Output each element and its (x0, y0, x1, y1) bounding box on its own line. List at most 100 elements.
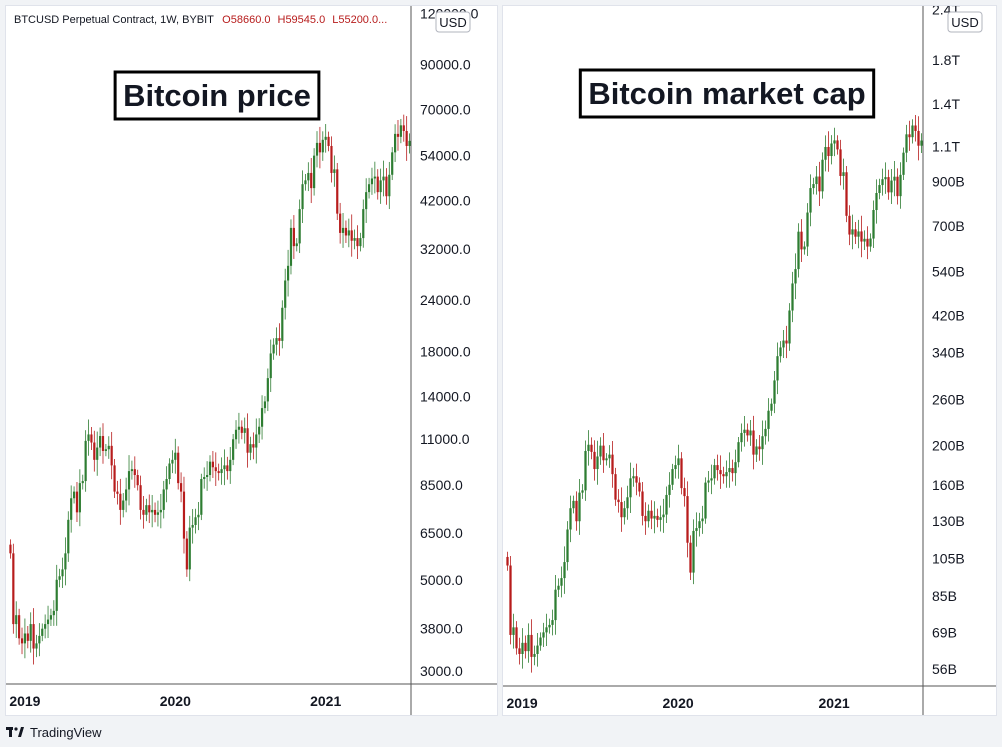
left-candle[interactable]: O 8300.0 H 9456.0 L 7724.2 C 8800.0 (165, 466, 168, 503)
right-candle[interactable]: O 1.12T H 1.22T L 1.04T C 1.14T (833, 127, 836, 157)
right-candle[interactable]: O 174.0B H 189.2B L 156.4B C 170.0B (719, 455, 722, 489)
left-candle[interactable]: O 9200.0 H 9756.5 L 8769.5 C 9300.0 (130, 460, 134, 480)
right-candle[interactable]: O 888.0B H 984.3B L 836.3B C 927.0B (815, 166, 818, 195)
left-candle[interactable]: O 3650.0 H 3914.0 L 3543.7 C 3800.0 (41, 623, 44, 642)
left-candle[interactable]: O 35000.0 H 39141.8 L 32190.6 C 36000.0 (341, 212, 345, 248)
left-candle[interactable]: O 48000.0 H 50050.9 L 42197.0 C 44000.0 (376, 169, 379, 200)
right-candle[interactable]: O 130.0B H 165.4B L 120.3B C 153.0B (578, 478, 581, 535)
left-candle[interactable]: O 49000.0 H 54045.5 L 45332.2 C 50000.0 (333, 155, 336, 187)
left-candle[interactable]: O 60000.0 H 61800.0 L 55339.8 C 57000.0 (327, 131, 330, 152)
right-candle[interactable]: O 883.0B H 969.4B L 831.6B C 913.0B (881, 168, 884, 196)
right-candle[interactable]: O 829.0B H 1.01T L 771.5B C 936.0B (899, 162, 902, 209)
right-candle[interactable]: O 755.0B H 938.2B L 698.5B C 868.0B (809, 174, 812, 227)
left-candle[interactable]: O 7800.0 H 8865.9 L 7302.1 C 8300.0 (125, 477, 128, 513)
right-candle[interactable]: O 244.0B H 261.6B L 236.9B C 254.0B (770, 398, 773, 416)
left-candle[interactable]: O 48500.0 H 56650.0 L 47087.4 C 55000.0 (391, 147, 394, 181)
left-candle[interactable]: O 11800.0 H 12229.1 L 11000.0 C 11400.0 (240, 420, 243, 440)
right-candle[interactable]: O 194.0B H 218.5B L 178.4B C 201.0B (587, 430, 590, 466)
left-candle[interactable]: O 5300.0 H 7156.8 L 4961.7 C 6700.0 (188, 515, 191, 582)
left-candle[interactable]: O 10400.0 H 11187.8 L 9853.6 C 10600.0 (107, 436, 110, 459)
left-candle[interactable]: O 32500.0 H 33990.0 L 31553.4 C 33000.0 (295, 238, 298, 252)
left-candle[interactable]: O 3800.0 H 4116.3 L 3600.3 C 3900.0 (44, 614, 47, 639)
right-candle[interactable]: O 547.0B H 710.2B L 521.4B C 677.0B (797, 223, 800, 278)
left-candle[interactable]: O 9000.0 H 10052.7 L 8684.2 C 9700.0 (208, 455, 212, 482)
right-candle[interactable]: O 950.0B H 984.5B L 715.0B C 741.0B (845, 165, 848, 223)
right-candle[interactable]: O 166.0B H 176.2B L 158.2B C 168.0B (632, 467, 635, 487)
right-candle[interactable]: O 125.0B H 136.4B L 119.2B C 130.0B (698, 512, 701, 537)
right-candle[interactable]: O 766.0B H 912.3B L 708.7B C 844.0B (875, 179, 878, 224)
left-candle[interactable]: O 9800.0 H 11330.0 L 9514.6 C 11000.0 (232, 433, 235, 466)
left-candle[interactable]: O 13100.0 H 14008.0 L 12718.4 C 13600.0 (263, 396, 267, 414)
left-candle[interactable]: O 3550.0 H 4165.9 L 3323.4 C 3900.0 (29, 612, 32, 653)
left-candle[interactable]: O 9200.0 H 10530.5 L 8561.8 C 9800.0 (229, 447, 232, 484)
right-candle[interactable]: O 162.0B H 166.9B L 149.5B C 154.0B (638, 477, 641, 497)
left-candle[interactable]: O 3900.0 H 4323.6 L 3608.1 C 4000.0 (46, 605, 50, 638)
left-candle[interactable]: O 3900.0 H 4431.7 L 3608.1 C 4100.0 (15, 601, 18, 638)
right-candle[interactable]: O 162.0B H 173.1B L 153.5B C 164.0B (707, 470, 710, 493)
left-candle[interactable]: O 7600.0 H 8069.8 L 6875.0 C 7300.0 (148, 494, 151, 524)
right-candle[interactable]: O 106.1B H 109.2B L 98.1B C 101.0B (506, 551, 509, 571)
left-candle[interactable]: O 8800.0 H 9393.5 L 8337.6 C 8900.0 (203, 467, 206, 489)
left-candle[interactable]: O 3900.0 H 4265.2 L 3108.9 C 3400.0 (32, 608, 35, 665)
right-candle[interactable]: O 358.0B H 450.5B L 343.3B C 432.0B (788, 303, 791, 351)
right-candle[interactable]: O 1.04T H 1.17T L 993.2B C 1.12T (830, 135, 833, 165)
right-candle[interactable]: O 134.0B H 144.8B L 120.3B C 130.0B (644, 502, 647, 535)
right-candle[interactable]: O 140.0B H 159.2B L 131.1B C 149.0B (626, 485, 629, 520)
left-candle[interactable]: O 5100.0 H 5661.4 L 4774.5 C 5300.0 (61, 557, 64, 589)
left-candle[interactable]: O 10700.0 H 11429.5 L 9829.8 C 10500.0 (252, 432, 255, 460)
right-candle[interactable]: O 145.0B H 157.7B L 122.3B C 133.0B (620, 487, 623, 532)
left-candle[interactable]: O 10200.0 H 11157.2 L 9782.0 C 10700.0 (249, 436, 252, 461)
right-candle[interactable]: O 176.0B H 184.6B L 163.0B C 171.0B (731, 459, 734, 482)
left-candle[interactable]: O 47000.0 H 52494.5 L 42975.9 C 48000.0 (382, 160, 385, 197)
right-candle[interactable]: O 1.24T H 1.32T L 1.13T C 1.20T (914, 114, 917, 142)
right-candle[interactable]: O 149.0B H 181.5B L 136.2B C 166.0B (629, 462, 632, 513)
left-candle[interactable]: O 10500.0 H 12358.1 L 9601.0 C 11300.0 (255, 418, 258, 464)
right-candle[interactable]: O 651.0B H 808.5B L 616.8B C 766.0B (872, 200, 875, 249)
footer-brand[interactable]: TradingView (30, 724, 102, 740)
left-candle[interactable]: O 7400.0 H 7998.7 L 6661.1 C 7200.0 (142, 496, 145, 529)
right-candle[interactable]: O 170.0B H 176.2B L 141.8B C 147.0B (614, 467, 617, 506)
right-candle[interactable]: O 131.0B H 142.1B L 122.6B C 133.0B (659, 505, 662, 532)
right-candle[interactable]: O 71.0B H 73.6B L 60.8B C 63.0B (515, 621, 518, 655)
left-candle[interactable]: O 10900.0 H 12286.2 L 10025.1 C 11300.0 (87, 419, 90, 456)
right-candle[interactable]: O 60.0B H 64.0B L 57.2B C 61.0B (533, 645, 536, 666)
right-candle[interactable]: O 666.0B H 745.9B L 612.5B C 686.0B (851, 214, 854, 250)
left-candle[interactable]: O 9200.0 H 9593.1 L 8727.1 C 9100.0 (217, 463, 220, 481)
right-candle[interactable]: O 61.0B H 70.7B L 56.1B C 65.0B (521, 628, 524, 669)
left-candle[interactable]: O 9100.0 H 9934.1 L 8519.1 C 9300.0 (220, 457, 223, 485)
right-candle[interactable]: O 71.0B H 74.6B L 68.5B C 72.0B (548, 618, 551, 634)
right-candle[interactable]: O 124.0B H 150.4B L 115.4B C 140.0B (569, 495, 572, 543)
left-candle[interactable]: O 7200.0 H 9064.0 L 6990.3 C 8800.0 (200, 473, 203, 521)
right-candle[interactable]: O 138.0B H 146.5B L 124.3B C 132.0B (650, 500, 653, 530)
right-candle[interactable]: O 1.10T H 1.19T L 1.06T C 1.14T (920, 133, 923, 154)
right-candle[interactable]: O 168.0B H 183.7B L 157.3B C 172.0B (725, 460, 728, 488)
right-candle[interactable]: O 130.0B H 143.0B L 125.4B C 138.0B (647, 504, 650, 528)
right-candle[interactable]: O 432.0B H 538.4B L 404.4B C 504.0B (791, 271, 794, 323)
right-candle[interactable]: O 658.0B H 724.2B L 616.0B C 678.0B (857, 219, 860, 249)
left-candle[interactable]: O 11700.0 H 12721.1 L 9381.3 C 10200.0 (246, 413, 249, 468)
left-candle[interactable]: O 5000.0 H 5317.9 L 4795.1 C 5100.0 (58, 568, 61, 588)
left-candle[interactable]: O 40000.0 H 49721.8 L 37005.9 C 46000.0 (301, 170, 304, 223)
left-candle[interactable]: O 46000.0 H 50436.4 L 43321.9 C 47500.0 (370, 167, 374, 195)
right-candle[interactable]: O 186.0B H 200.5B L 176.2B C 190.0B (608, 445, 611, 468)
right-candle[interactable]: O 186.0B H 192.8B L 151.5B C 157.0B (680, 452, 683, 495)
right-candle[interactable]: O 90.0B H 100.4B L 84.3B C 94.0B (560, 566, 563, 598)
left-candle[interactable]: O 7400.0 H 7716.2 L 6905.0 C 7200.0 (153, 502, 157, 523)
left-candle[interactable]: O 11300.0 H 12379.3 L 10771.2 C 11800.0 (258, 418, 261, 443)
right-candle[interactable]: O 133.0B H 146.0B L 127.6B C 140.0B (623, 500, 626, 525)
right-candle[interactable]: O 134.0B H 139.7B L 125.6B C 131.0B (656, 508, 659, 528)
right-candle[interactable]: O 924.0B H 963.5B L 812.3B C 847.0B (887, 169, 890, 200)
right-candle[interactable]: O 164.0B H 179.4B L 151.7B C 166.0B (710, 464, 713, 495)
right-candle[interactable]: O 1.16T H 1.29T L 1.12T C 1.24T (911, 119, 914, 144)
left-candle[interactable]: O 3500.0 H 4022.9 L 3219.1 C 3700.0 (23, 618, 27, 659)
right-candle[interactable]: O 193.0B H 206.2B L 163.8B C 175.0B (593, 440, 596, 481)
left-candle[interactable]: O 7300.0 H 8092.9 L 6675.0 C 7400.0 (159, 493, 162, 529)
left-candle[interactable]: O 7300.0 H 9295.8 L 6753.6 C 8600.0 (78, 469, 81, 527)
left-candle[interactable]: O 8900.0 H 9728.2 L 8233.8 C 9000.0 (206, 461, 209, 491)
left-candle[interactable]: O 8800.0 H 9888.0 L 8543.7 C 9600.0 (168, 458, 171, 485)
left-candle[interactable]: O 10800.0 H 11536.4 L 9174.5 C 9800.0 (93, 430, 96, 472)
right-candle[interactable]: O 215.0B H 236.7B L 198.9B C 219.0B (743, 416, 746, 447)
left-candle[interactable]: O 32500.0 H 35020.0 L 31553.4 C 34000.0 (359, 232, 362, 252)
left-candle[interactable]: O 3500.0 H 3922.1 L 3257.2 C 3650.0 (38, 623, 41, 657)
left-candle[interactable]: O 10600.0 H 11457.6 L 8788.9 C 9500.0 (110, 431, 113, 480)
